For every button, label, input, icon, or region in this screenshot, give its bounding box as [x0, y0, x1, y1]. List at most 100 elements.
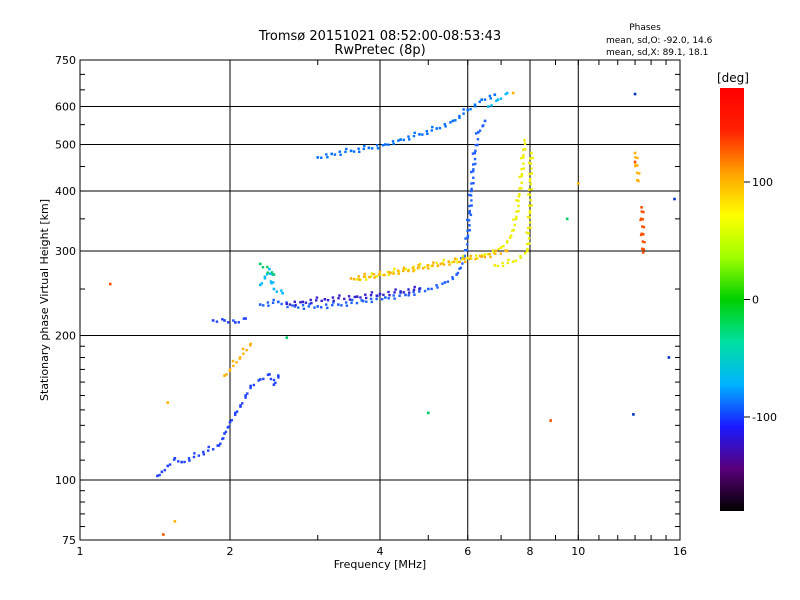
data-point: [413, 293, 416, 297]
data-point: [382, 293, 385, 297]
data-point: [527, 161, 531, 165]
data-point: [316, 305, 320, 308]
data-point: [316, 156, 320, 159]
data-point: [258, 303, 262, 306]
x-tick-label: 2: [227, 545, 234, 558]
data-point: [319, 306, 323, 309]
data-point: [458, 267, 461, 270]
data-point: [456, 271, 460, 275]
data-point: [399, 290, 402, 293]
data-point: [487, 105, 490, 108]
data-point: [338, 150, 341, 153]
data-point: [469, 213, 473, 217]
data-point: [393, 291, 396, 294]
data-point: [197, 454, 201, 457]
data-point: [472, 182, 475, 185]
data-point: [347, 295, 351, 298]
data-point: [358, 278, 361, 281]
data-point: [388, 294, 391, 297]
data-point: [528, 204, 531, 207]
phase-stats-x: mean, sd,X: 89.1, 18.1: [606, 48, 708, 58]
data-point: [476, 138, 480, 141]
data-point: [268, 267, 271, 271]
data-point: [337, 303, 340, 306]
data-point: [413, 131, 416, 135]
data-point: [226, 321, 230, 324]
colorbar-tick-label: 0: [752, 294, 759, 307]
data-point: [521, 156, 525, 159]
data-point: [475, 254, 478, 257]
data-point: [325, 303, 328, 306]
data-point: [361, 299, 365, 303]
data-point: [501, 261, 504, 265]
data-point: [519, 256, 523, 259]
data-point: [461, 258, 464, 261]
data-point: [188, 459, 191, 462]
data-point: [435, 283, 438, 287]
data-point: [530, 188, 533, 191]
data-point: [387, 290, 390, 294]
data-point: [262, 377, 265, 381]
data-point: [219, 442, 222, 445]
data-point: [326, 306, 329, 310]
data-point: [232, 364, 235, 368]
data-point: [465, 248, 469, 252]
data-point: [468, 193, 471, 197]
data-point: [525, 242, 529, 246]
data-point: [492, 251, 496, 254]
data-point: [241, 347, 245, 351]
data-point: [525, 231, 529, 234]
data-point: [418, 290, 421, 293]
data-point: [493, 93, 497, 96]
data-point: [315, 299, 318, 302]
data-point: [177, 460, 180, 463]
data-point: [193, 452, 196, 455]
y-tick-label: 500: [55, 139, 76, 152]
data-point: [512, 218, 515, 221]
y-tick-label: 100: [55, 474, 76, 487]
data-point: [166, 464, 170, 468]
data-point: [462, 112, 465, 115]
data-point: [396, 269, 400, 272]
data-point: [463, 249, 467, 252]
data-point: [392, 142, 395, 146]
data-point: [529, 182, 532, 186]
data-point: [444, 125, 447, 128]
data-point: [636, 164, 639, 167]
data-point: [471, 169, 475, 173]
data-point: [221, 318, 224, 321]
data-point: [520, 156, 523, 160]
data-point: [468, 257, 472, 261]
data-point: [468, 204, 471, 208]
data-point: [472, 168, 475, 171]
data-point: [478, 129, 482, 132]
data-point: [483, 255, 487, 259]
data-point: [528, 177, 532, 181]
data-point: [262, 304, 265, 307]
data-point: [520, 187, 523, 190]
data-point: [463, 254, 466, 258]
data-point: [223, 432, 226, 435]
data-point: [468, 211, 471, 215]
data-point: [527, 237, 531, 240]
data-point: [353, 295, 356, 299]
data-point: [173, 520, 177, 523]
data-point: [530, 151, 533, 155]
data-point: [326, 299, 330, 302]
data-point: [359, 296, 362, 299]
data-point: [421, 133, 424, 136]
x-tick-label: 4: [377, 545, 384, 558]
data-point: [417, 264, 420, 267]
data-point: [416, 266, 420, 270]
data-point: [470, 187, 473, 191]
data-point: [469, 254, 472, 258]
data-point: [441, 282, 444, 285]
data-point: [640, 232, 643, 235]
data-point: [357, 147, 360, 150]
data-point: [397, 139, 400, 142]
data-point: [474, 143, 477, 147]
data-point: [333, 153, 337, 156]
data-point: [232, 319, 235, 322]
data-point: [427, 267, 430, 270]
